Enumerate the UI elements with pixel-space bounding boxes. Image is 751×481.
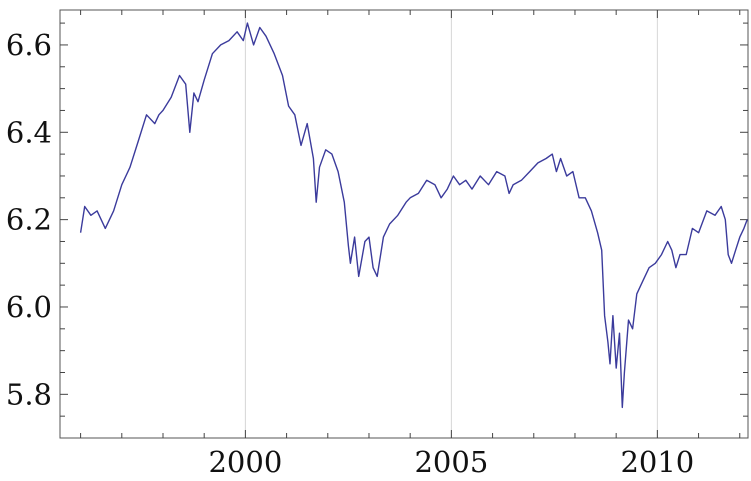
y-tick-label: 6.6 <box>6 28 52 62</box>
x-tick-label: 2010 <box>620 445 694 479</box>
tick-layer <box>60 10 748 438</box>
y-tick-label: 5.8 <box>6 377 52 411</box>
x-tick-label: 2005 <box>414 445 488 479</box>
y-tick-label: 6.2 <box>6 203 52 237</box>
x-tick-label: 2000 <box>208 445 282 479</box>
plot-frame <box>59 9 749 439</box>
y-tick-label: 6.4 <box>6 115 52 149</box>
y-tick-label: 6.0 <box>6 290 52 324</box>
label-layer: 2000 2005 2010 5.8 6.0 6.2 6.4 6.6 <box>6 28 694 479</box>
grid-layer <box>244 10 658 438</box>
series-line <box>79 22 748 409</box>
